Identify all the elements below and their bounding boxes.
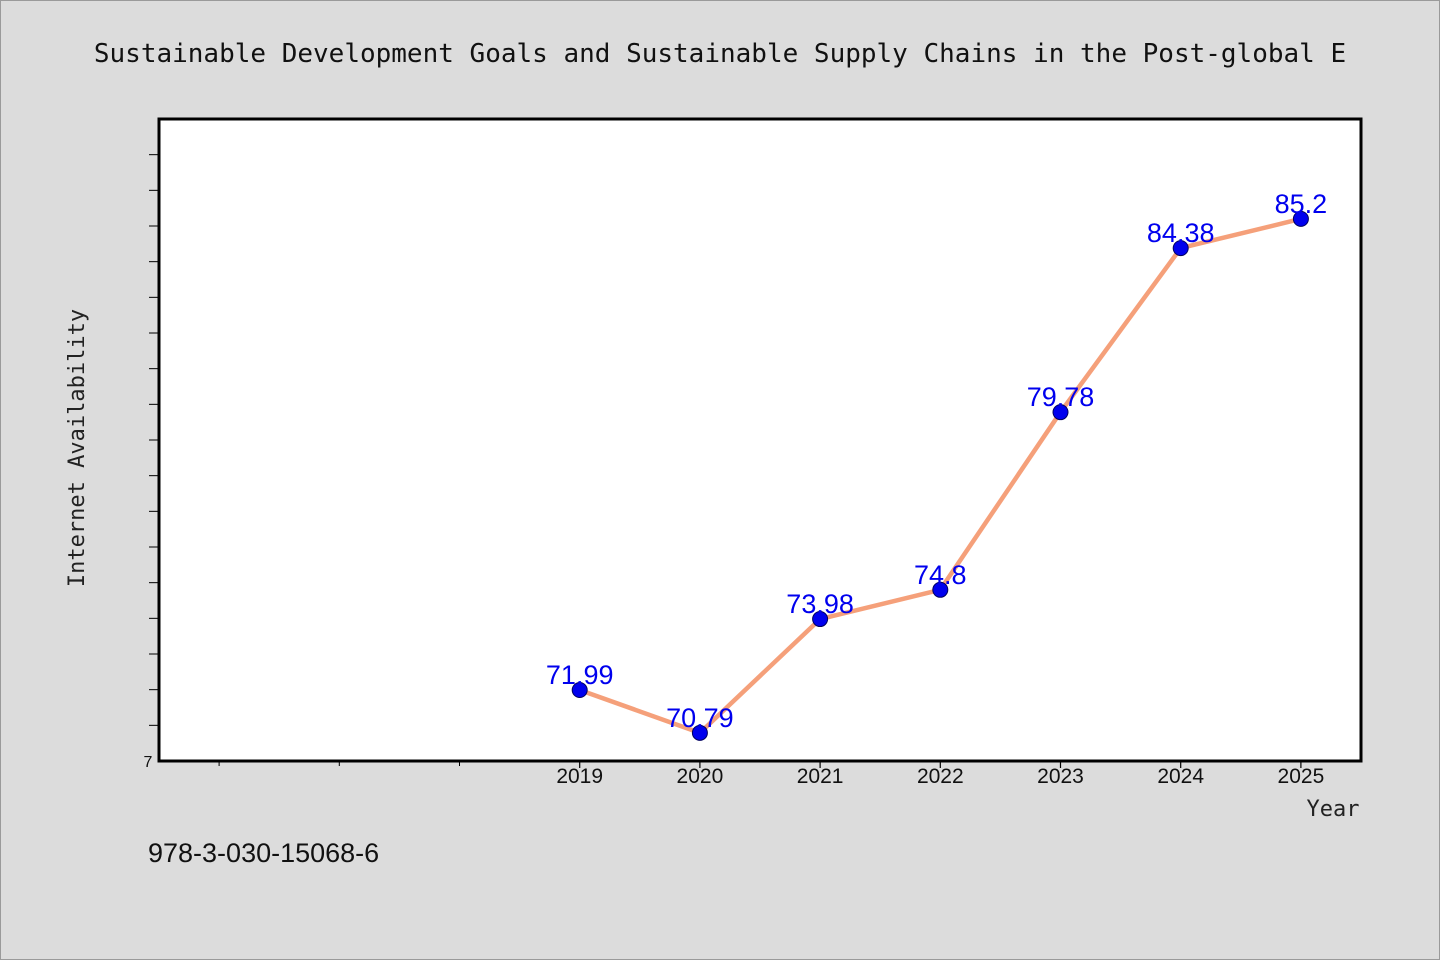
data-point-marker: [691, 724, 708, 741]
data-point-marker: [1172, 240, 1189, 257]
x-tick-label: 2019: [556, 765, 603, 788]
x-axis-label: Year: [1307, 797, 1360, 822]
data-point-label: 73.98: [786, 589, 854, 619]
y-axis-label: Internet Availability: [65, 309, 90, 587]
data-point-label: 71.99: [546, 660, 614, 690]
y-axis-min-label: 7: [144, 754, 153, 771]
data-point-label: 85.2: [1275, 189, 1328, 219]
y-axis-ticks: [149, 154, 159, 726]
data-point-label: 84.38: [1147, 218, 1215, 248]
data-point-marker: [812, 611, 829, 628]
footer-isbn: 978-3-030-15068-6: [148, 838, 379, 868]
x-tick-label: 2025: [1278, 765, 1325, 788]
data-point-marker: [932, 581, 949, 598]
x-tick-label: 2022: [917, 765, 964, 788]
series-group: 71.99 70.79 73.98 74.8 79.78 84.38 85.2: [546, 189, 1328, 741]
data-point-marker: [1052, 404, 1069, 421]
x-tick-label: 2020: [677, 765, 724, 788]
x-tick-label: 2023: [1037, 765, 1084, 788]
plot-area: [157, 117, 1363, 763]
data-point-marker: [1292, 210, 1309, 227]
x-tick-label: 2024: [1157, 765, 1204, 788]
data-point-label: 74.8: [914, 560, 967, 590]
x-axis-ticks: [579, 761, 1302, 768]
x-axis-minor-ticks: [218, 761, 460, 766]
x-tick-label: 2021: [797, 765, 844, 788]
x-axis-tick-labels: 2019 2020 2021 2022 2023 2024 2025: [556, 765, 1324, 788]
data-point-marker: [571, 682, 588, 699]
data-point-label: 70.79: [666, 703, 734, 733]
data-point-label: 79.78: [1027, 382, 1095, 412]
chart-title: Sustainable Development Goals and Sustai…: [94, 39, 1346, 69]
